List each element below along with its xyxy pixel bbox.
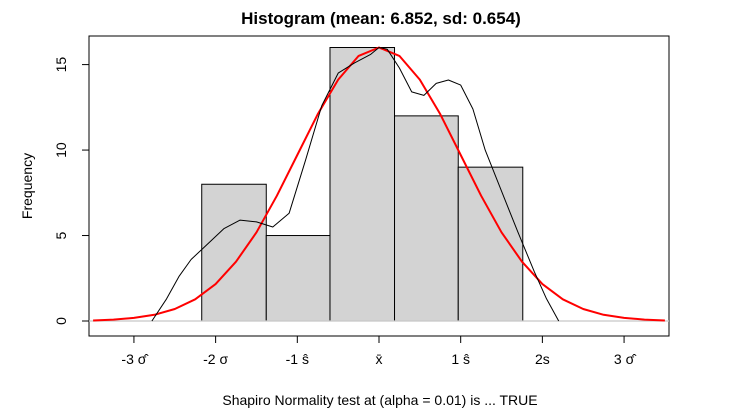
- density-line: [151, 47, 560, 322]
- histogram-bar-3: [329, 47, 396, 322]
- chart-title: Histogram (mean: 6.852, sd: 0.654): [241, 9, 521, 28]
- x-tick-label: -1 ŝ: [286, 351, 309, 367]
- x-tick-label: 3 σ̂: [614, 351, 637, 367]
- histogram-bar-5: [457, 166, 524, 322]
- histogram-bar-2: [265, 235, 331, 322]
- y-tick-label: 10: [53, 142, 69, 158]
- x-tick-label: 2s: [535, 351, 550, 367]
- x-tick-label: -3 σ̂: [121, 351, 149, 367]
- y-tick-label: 5: [53, 231, 69, 239]
- curves-layer: [93, 46, 665, 322]
- x-axis: -3 σ̂ -2 σ -1 ŝ x̄ 1 ŝ 2s 3 σ̂: [121, 336, 637, 367]
- x-axis-label: Shapiro Normality test at (alpha = 0.01)…: [222, 392, 537, 408]
- histogram-bar-1: [201, 183, 267, 322]
- x-tick-label: -2 σ: [203, 351, 228, 367]
- histogram-bar-4: [394, 115, 459, 322]
- y-tick-label: 15: [53, 57, 69, 73]
- x-tick-label: 1 ŝ: [451, 351, 470, 367]
- y-tick-label: 0: [53, 317, 69, 325]
- y-axis-label: Frequency: [19, 153, 35, 219]
- y-axis: 0 5 10 15: [53, 57, 89, 325]
- x-tick-label: x̄: [376, 351, 383, 367]
